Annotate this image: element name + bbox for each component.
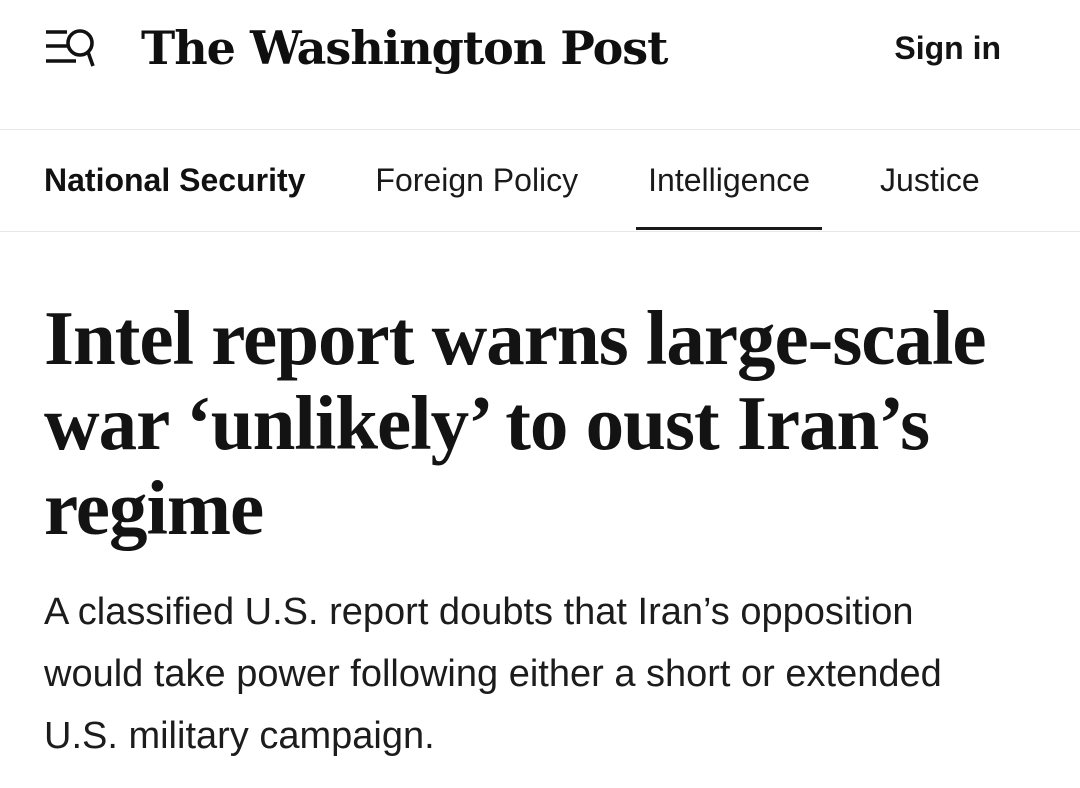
article-headline: Intel report warns large-scale war ‘unli…: [44, 295, 987, 551]
sign-in-button[interactable]: Sign in: [894, 29, 1001, 66]
masthead-logo[interactable]: The Washington Post: [141, 21, 668, 75]
article-deck: A classified U.S. report doubts that Ira…: [44, 591, 942, 757]
article-main: Intel report warns large-scale war ‘unli…: [0, 296, 1080, 767]
nav-item-foreign-policy[interactable]: Foreign Policy: [375, 162, 579, 198]
nav-item-national-security[interactable]: National Security: [44, 162, 306, 198]
section-nav: National Security Foreign Policy Intelli…: [0, 130, 1080, 232]
menu-search-button[interactable]: [45, 26, 95, 70]
menu-search-icon: [45, 26, 95, 70]
site-header: The Washington Post Sign in: [0, 0, 1080, 130]
nav-item-justice[interactable]: Justice: [880, 162, 980, 198]
nav-item-intelligence[interactable]: Intelligence: [636, 162, 822, 230]
